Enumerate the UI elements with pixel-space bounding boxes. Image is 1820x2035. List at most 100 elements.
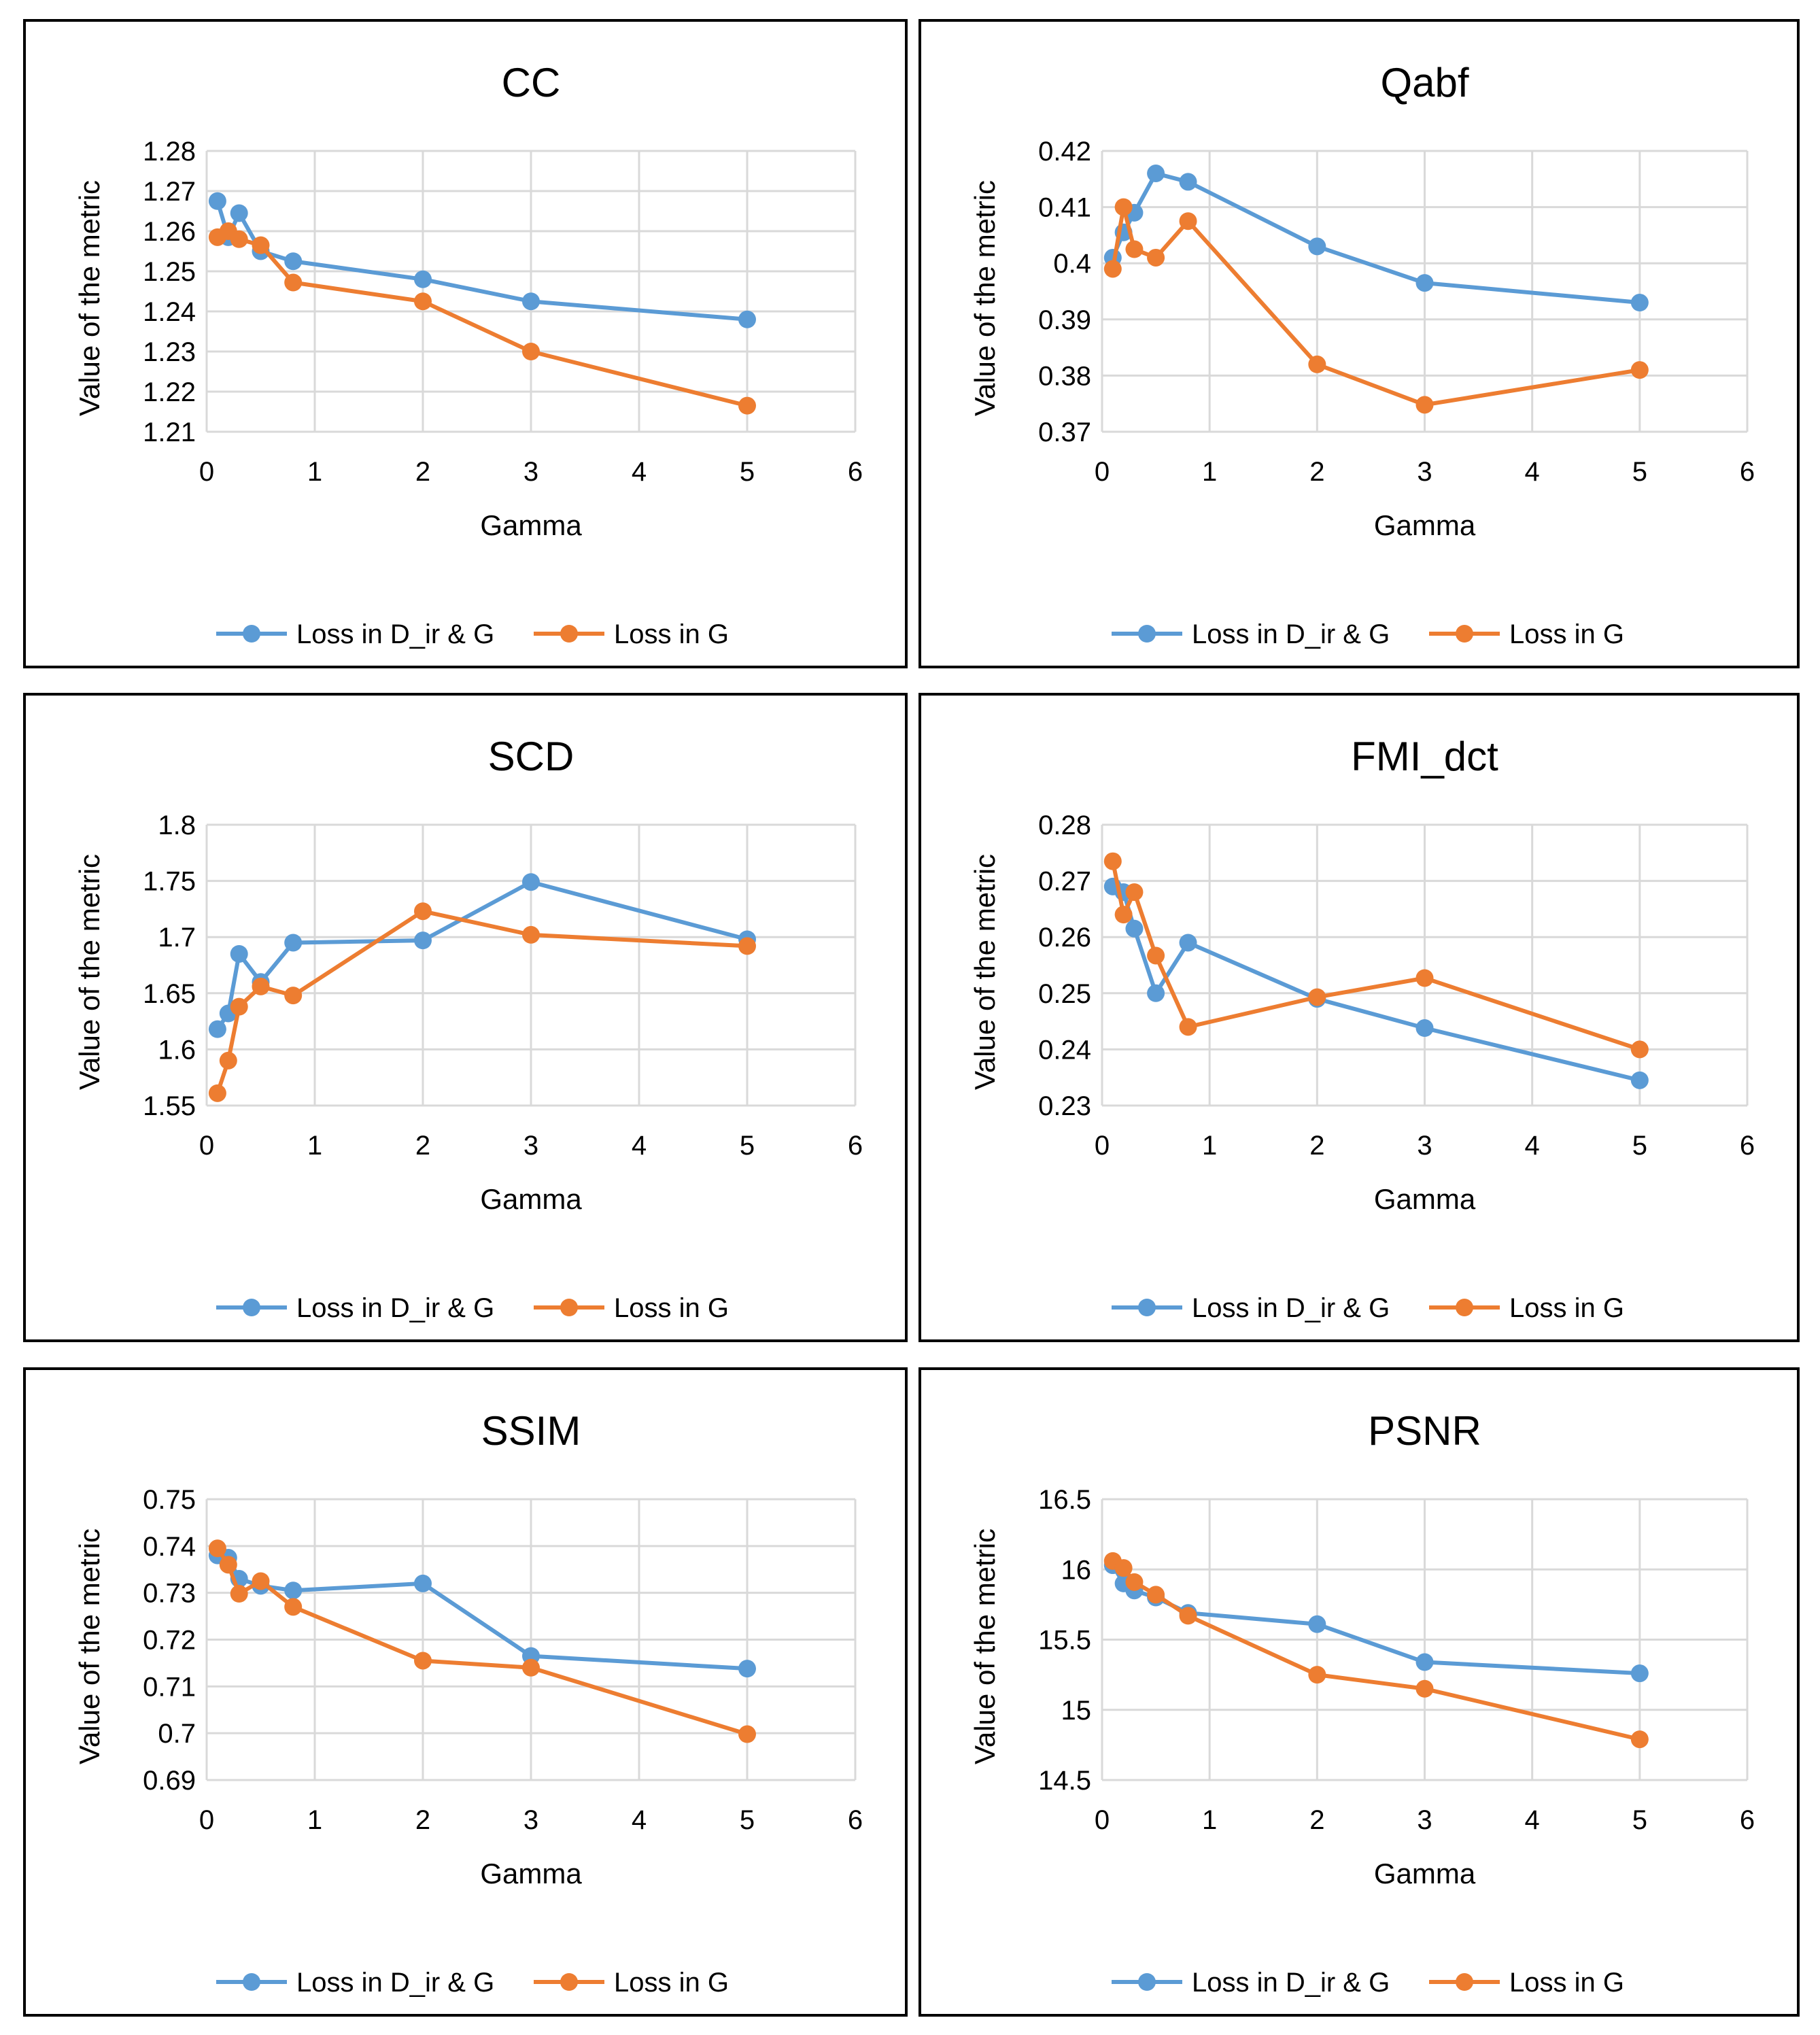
series-line-loss-in-d-ir-g — [1112, 885, 1641, 1082]
legend-label: Loss in G — [1509, 1293, 1624, 1323]
x-tick-label: 4 — [1525, 1805, 1540, 1835]
data-point-loss-in-d-ir-g — [1415, 274, 1434, 292]
chart-svg: SSIM 0.69 0.7 0.71 0.72 0.73 0.74 0.75 0 1 2 3 4 5 6 Ga… — [73, 1408, 863, 1998]
x-axis-title: Gamma — [1374, 1858, 1476, 1889]
legend-entry-loss-in-g: Loss in G — [534, 619, 729, 649]
y-tick-label: 1.75 — [143, 867, 196, 897]
x-tick-label: 3 — [523, 1131, 538, 1161]
data-point-loss-in-g — [1114, 906, 1133, 924]
legend-marker-swatch — [243, 625, 260, 643]
data-point-loss-in-g — [1308, 988, 1326, 1006]
data-point-loss-in-g — [1147, 248, 1165, 267]
y-tick-label: 1.6 — [158, 1035, 196, 1065]
legend-entry-loss-in-g: Loss in G — [534, 1968, 729, 1998]
legend-entry-loss-in-g: Loss in G — [1429, 1968, 1624, 1998]
y-tick-label: 0.42 — [1038, 137, 1091, 167]
x-tick-label: 4 — [632, 457, 647, 487]
chart-title: CC — [502, 60, 561, 105]
legend-label: Loss in G — [614, 1293, 729, 1323]
data-point-loss-in-g — [252, 977, 270, 995]
data-point-loss-in-g — [522, 925, 540, 944]
y-tick-label: 1.21 — [143, 417, 196, 447]
data-point-loss-in-g — [1308, 355, 1326, 373]
x-tick-label: 5 — [1632, 1131, 1647, 1161]
y-tick-label: 0.74 — [143, 1532, 196, 1562]
y-tick-label: 0.72 — [143, 1626, 196, 1656]
data-point-loss-in-d-ir-g — [1630, 1664, 1649, 1683]
x-tick-label: 3 — [1417, 457, 1432, 487]
chart-title: SSIM — [481, 1408, 581, 1454]
x-tick-label: 1 — [307, 1131, 322, 1161]
data-point-loss-in-d-ir-g — [522, 873, 540, 891]
data-point-loss-in-d-ir-g — [522, 292, 540, 311]
x-tick-label: 5 — [740, 1131, 755, 1161]
data-point-loss-in-d-ir-g — [284, 1581, 303, 1600]
data-point-loss-in-d-ir-g — [284, 252, 303, 271]
chart-svg: CC 1.21 1.22 1.23 1.24 1.25 1.26 1.27 1.28 0 1 2 3 4 5… — [73, 60, 863, 649]
y-axis-title: Value of the metric — [969, 180, 1001, 416]
legend-label: Loss in D_ir & G — [1192, 1293, 1390, 1323]
data-point-loss-in-d-ir-g — [1147, 165, 1165, 183]
y-tick-label: 1.7 — [158, 923, 196, 953]
chart-svg: FMI_dct 0.23 0.24 0.25 0.26 0.27 0.28 0 1 2 3 4 5 6 Ga… — [969, 734, 1755, 1323]
data-point-loss-in-d-ir-g — [230, 944, 248, 963]
data-point-loss-in-g — [208, 1084, 226, 1102]
data-point-loss-in-d-ir-g — [1415, 1653, 1434, 1671]
legend-label: Loss in D_ir & G — [1192, 1968, 1390, 1998]
data-point-loss-in-d-ir-g — [208, 192, 226, 210]
x-tick-label: 0 — [199, 457, 214, 487]
legend-marker-swatch — [1138, 625, 1156, 643]
x-tick-label: 6 — [1740, 1805, 1755, 1835]
y-tick-label: 0.69 — [143, 1766, 196, 1796]
series-line-loss-in-g — [1112, 1559, 1641, 1742]
legend-entry-loss-in-d-ir-g: Loss in D_ir & G — [1112, 1293, 1390, 1323]
chart-title: FMI_dct — [1351, 734, 1498, 779]
data-point-loss-in-g — [1179, 1018, 1197, 1036]
legend-label: Loss in G — [1509, 1968, 1624, 1998]
data-point-loss-in-d-ir-g — [414, 931, 432, 950]
y-tick-label: 0.75 — [143, 1485, 196, 1515]
x-tick-label: 5 — [740, 457, 755, 487]
data-point-loss-in-g — [252, 236, 270, 254]
series-line-loss-in-g — [216, 1547, 748, 1737]
data-point-loss-in-g — [738, 1725, 756, 1743]
legend-marker-swatch — [1456, 625, 1473, 643]
x-tick-label: 2 — [415, 457, 430, 487]
data-point-loss-in-g — [208, 1539, 226, 1558]
y-tick-label: 0.39 — [1038, 305, 1091, 335]
legend-marker-swatch — [560, 1973, 578, 1991]
x-tick-label: 4 — [1525, 1131, 1540, 1161]
x-tick-label: 5 — [1632, 1805, 1647, 1835]
x-tick-label: 3 — [1417, 1131, 1432, 1161]
x-tick-label: 4 — [632, 1131, 647, 1161]
legend-entry-loss-in-g: Loss in G — [534, 1293, 729, 1323]
x-tick-label: 6 — [848, 457, 863, 487]
data-point-loss-in-g — [414, 292, 432, 311]
data-point-loss-in-g — [738, 396, 756, 415]
data-point-loss-in-g — [1415, 396, 1434, 414]
data-point-loss-in-g — [522, 1658, 540, 1677]
legend-entry-loss-in-d-ir-g: Loss in D_ir & G — [1112, 619, 1390, 649]
y-tick-label: 0.37 — [1038, 417, 1091, 447]
data-point-loss-in-g — [1630, 361, 1649, 379]
legend-entry-loss-in-d-ir-g: Loss in D_ir & G — [1112, 1968, 1390, 1998]
series-line-loss-in-g — [216, 909, 748, 1094]
chart-panel-psnr: PSNR 14.5 15 15.5 16 16.5 0 1 2 3 4 5 6 Gamma Value of… — [918, 1367, 1800, 2017]
x-tick-label: 0 — [199, 1805, 214, 1835]
data-point-loss-in-g — [252, 1572, 270, 1590]
legend-marker-swatch — [1456, 1299, 1473, 1316]
x-tick-label: 5 — [1632, 457, 1647, 487]
legend-label: Loss in G — [614, 619, 729, 649]
legend-marker-swatch — [243, 1973, 260, 1991]
data-point-loss-in-g — [1179, 212, 1197, 230]
legend-entry-loss-in-d-ir-g: Loss in D_ir & G — [216, 1293, 494, 1323]
legend-label: Loss in D_ir & G — [296, 619, 494, 649]
data-point-loss-in-g — [1125, 1573, 1144, 1591]
chart-title: PSNR — [1368, 1408, 1481, 1454]
x-tick-label: 3 — [1417, 1805, 1432, 1835]
x-tick-label: 6 — [848, 1131, 863, 1161]
data-point-loss-in-g — [1114, 198, 1133, 216]
legend-marker-swatch — [1138, 1299, 1156, 1316]
data-point-loss-in-g — [1125, 240, 1144, 258]
data-point-loss-in-d-ir-g — [208, 1020, 226, 1038]
